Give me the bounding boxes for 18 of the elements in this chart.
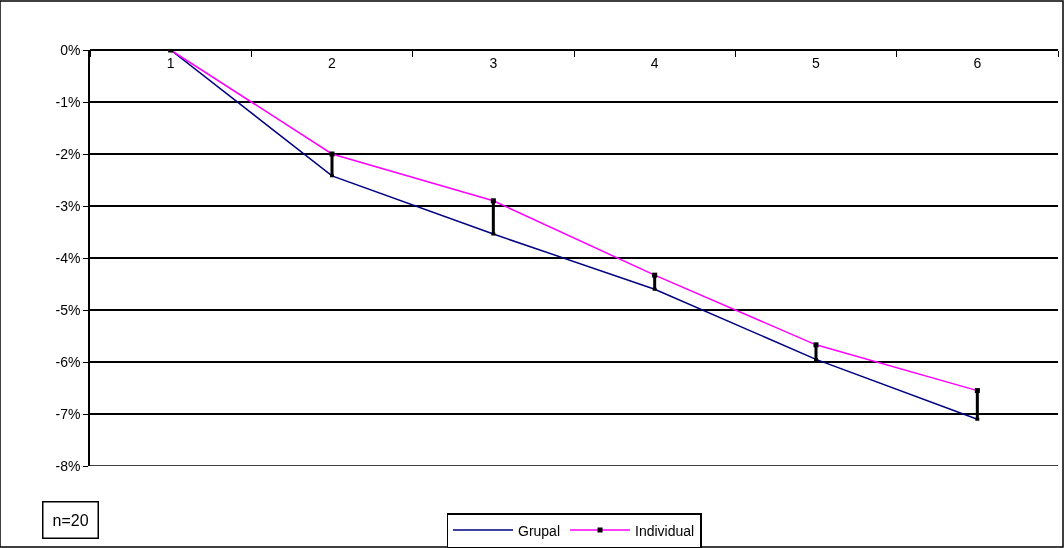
text: n=20 <box>52 511 89 529</box>
x-tick-label: 3 <box>489 54 498 71</box>
x-tick-label: 5 <box>812 54 821 71</box>
y-tick-label: -5% <box>55 301 81 318</box>
x-tick-label: 4 <box>650 54 659 71</box>
y-tick-label: -6% <box>55 353 81 370</box>
y-tick-label: -2% <box>55 145 81 162</box>
y-tick-label: -4% <box>55 249 81 266</box>
y-tick-label: -8% <box>55 457 81 474</box>
legend-label: Individual <box>635 522 695 539</box>
y-tick-label: -7% <box>55 405 81 422</box>
y-tick-label: -1% <box>55 93 81 110</box>
x-tick-label: 1 <box>166 54 175 71</box>
legend-label: Grupal <box>518 522 561 539</box>
y-tick-label: 0% <box>60 41 81 58</box>
x-tick-label: 2 <box>328 54 337 71</box>
x-tick-label: 6 <box>973 54 982 71</box>
y-tick-label: -3% <box>55 197 81 214</box>
